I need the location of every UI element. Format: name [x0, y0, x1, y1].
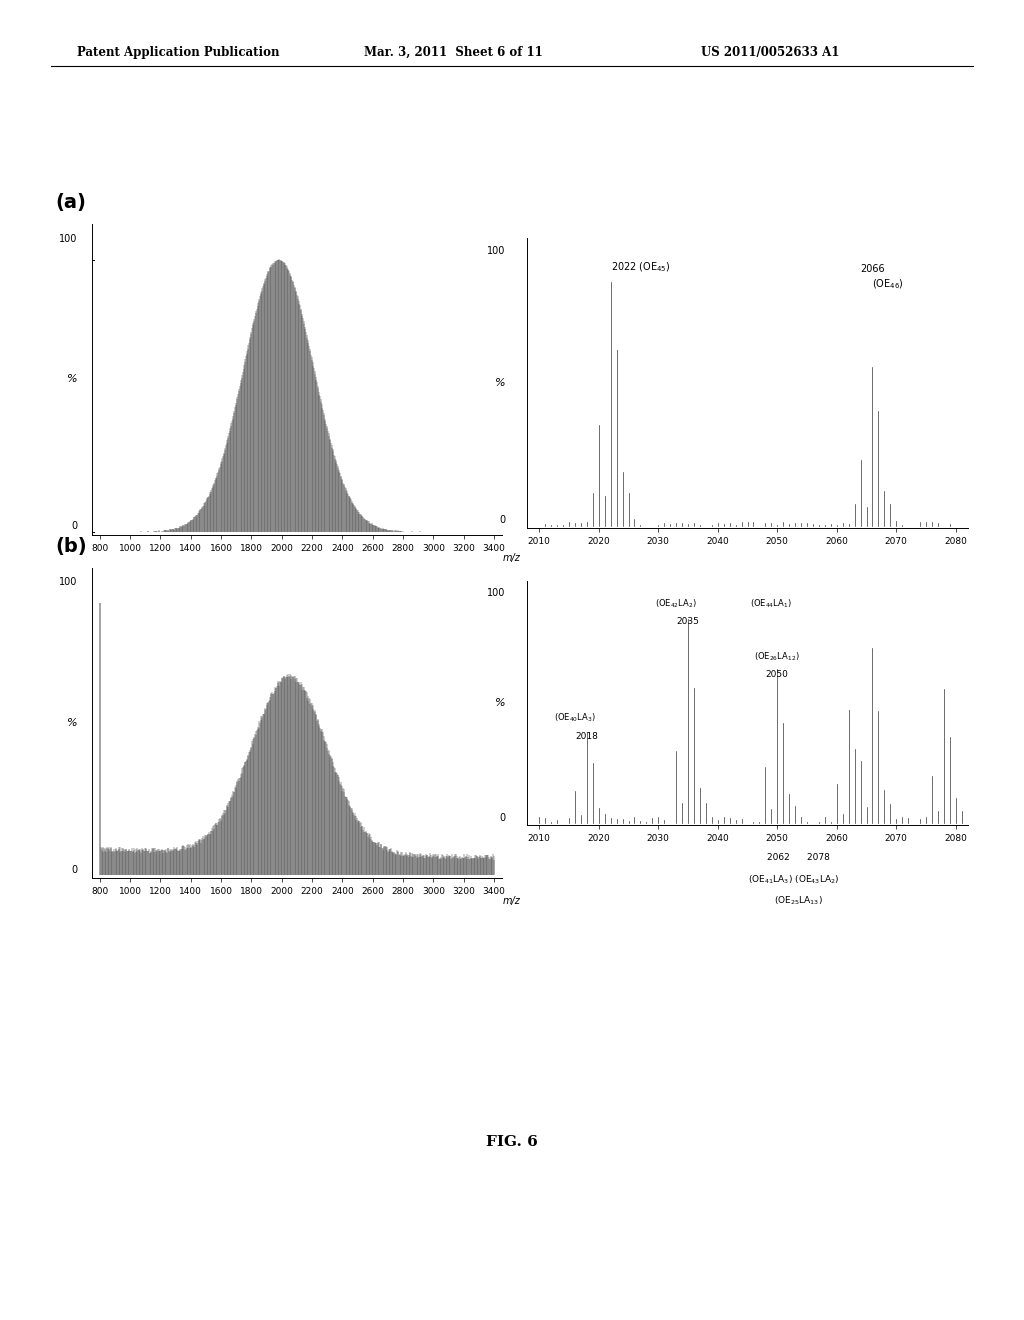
Text: (OE$_{46}$): (OE$_{46}$) [872, 277, 904, 292]
Text: m/z: m/z [503, 896, 520, 907]
Text: (OE$_{44}$LA$_1$): (OE$_{44}$LA$_1$) [751, 597, 793, 610]
Text: %: % [495, 698, 506, 708]
Text: 0: 0 [500, 813, 506, 822]
Text: Mar. 3, 2011  Sheet 6 of 11: Mar. 3, 2011 Sheet 6 of 11 [364, 46, 543, 59]
Text: 2035: 2035 [677, 616, 699, 626]
Text: (a): (a) [55, 194, 86, 213]
Text: %: % [68, 718, 78, 727]
Text: %: % [68, 375, 78, 384]
Text: 0: 0 [500, 515, 506, 525]
Text: 100: 100 [59, 234, 78, 244]
Text: (OE$_{41}$LA$_3$) (OE$_{43}$LA$_2$): (OE$_{41}$LA$_3$) (OE$_{43}$LA$_2$) [748, 874, 840, 886]
Text: (OE$_{26}$LA$_{12}$): (OE$_{26}$LA$_{12}$) [755, 651, 800, 663]
Text: 2022 (OE$_{45}$): 2022 (OE$_{45}$) [610, 260, 671, 275]
Text: Patent Application Publication: Patent Application Publication [77, 46, 280, 59]
Text: 2066: 2066 [860, 264, 885, 275]
Text: 2018: 2018 [575, 731, 598, 741]
Text: (OE$_{25}$LA$_{13}$): (OE$_{25}$LA$_{13}$) [774, 895, 823, 907]
Text: (b): (b) [55, 536, 87, 556]
Text: US 2011/0052633 A1: US 2011/0052633 A1 [701, 46, 840, 59]
Text: 100: 100 [487, 589, 506, 598]
Text: m/z: m/z [503, 553, 520, 564]
Text: (OE$_{40}$LA$_3$): (OE$_{40}$LA$_3$) [554, 711, 596, 725]
Text: 0: 0 [72, 865, 78, 875]
Text: FIG. 6: FIG. 6 [486, 1135, 538, 1148]
Text: %: % [495, 378, 506, 388]
Text: (OE$_{42}$LA$_2$): (OE$_{42}$LA$_2$) [655, 597, 697, 610]
Text: 0: 0 [72, 521, 78, 532]
Text: 2062      2078: 2062 2078 [767, 853, 830, 862]
Text: 2050: 2050 [766, 671, 788, 680]
Text: 100: 100 [487, 247, 506, 256]
Text: 100: 100 [59, 577, 78, 587]
